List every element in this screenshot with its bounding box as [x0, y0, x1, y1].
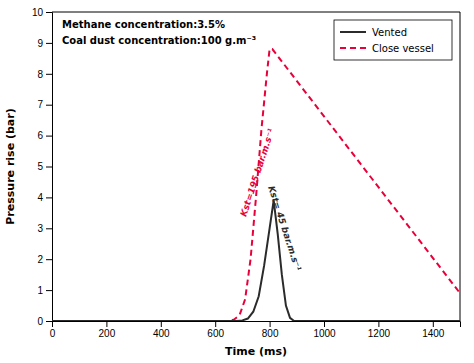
legend-swatch	[340, 47, 366, 49]
legend-label: Close vessel	[372, 43, 434, 54]
tick-label: 8	[37, 69, 43, 80]
title: Methane concentration:3.5%	[62, 19, 225, 30]
line	[52, 49, 460, 321]
x-axis-title: Time (ms)	[225, 345, 287, 358]
tick-label: 200	[99, 328, 116, 339]
plot: 0 200 400 600 800 1000 1200 1400 0 1 2 3 4 5 6 7 8 9 10 Met…	[32, 7, 461, 339]
tick-mark	[161, 321, 162, 327]
legend: Vented Close vessel	[334, 20, 452, 60]
tick-label: 10	[32, 7, 44, 18]
tick: 9	[37, 38, 52, 49]
tick-label: 1	[37, 285, 43, 296]
tick-label: 2	[37, 254, 43, 265]
subtitle: Coal dust concentration:100 g.m⁻³	[62, 35, 256, 46]
y-axis: 0 1 2 3 4 5 6 7 8 9 10	[32, 7, 53, 327]
tick-mark	[378, 321, 379, 327]
tick-mark	[46, 12, 52, 13]
tick-mark	[46, 228, 52, 229]
tick-label: 800	[262, 328, 279, 339]
tick-mark	[106, 321, 107, 327]
tick-mark	[46, 105, 52, 106]
tick: 6	[37, 130, 52, 141]
tick: 1400	[422, 321, 445, 339]
frame	[460, 12, 461, 321]
annotation: Kst= 45 bar.m.s⁻¹	[266, 184, 303, 272]
lines	[52, 49, 460, 321]
line	[52, 200, 460, 321]
tick-label: 4	[37, 192, 43, 203]
tick: 400	[153, 321, 170, 339]
axis-line	[53, 322, 461, 328]
tick-mark	[46, 74, 52, 75]
tick-label: 0	[50, 328, 56, 339]
tick-label: 7	[37, 99, 43, 110]
legend-label: Vented	[372, 27, 407, 38]
chart: 0 200 400 600 800 1000 1200 1400 0 1 2 3 4 5 6 7 8 9 10 Met…	[0, 0, 474, 363]
tick-label: 400	[153, 328, 170, 339]
tick-label: 1400	[422, 328, 445, 339]
tick-mark	[46, 259, 52, 260]
tick: 10	[32, 7, 52, 18]
y-axis-title: Pressure rise (bar)	[4, 108, 17, 224]
tick-mark	[215, 321, 216, 327]
legend-frame	[334, 20, 452, 60]
tick-label: 3	[37, 223, 43, 234]
tick-mark	[433, 321, 434, 327]
tick-mark	[46, 197, 52, 198]
tick-label: 9	[37, 38, 43, 49]
tick: 0	[37, 316, 52, 327]
tick-label: 5	[37, 161, 43, 172]
tick-mark	[324, 321, 325, 327]
frame	[52, 12, 460, 13]
legend-swatch	[340, 31, 366, 33]
tick: 7	[37, 99, 52, 110]
tick: 200	[99, 321, 116, 339]
tick: 600	[207, 321, 224, 339]
tick: 8	[37, 69, 52, 80]
tick: 1000	[313, 321, 336, 339]
axis-line	[46, 13, 53, 322]
tick: 0	[50, 321, 56, 339]
tick: 1200	[368, 321, 391, 339]
tick-label: 1200	[368, 328, 391, 339]
x-axis: 0 200 400 600 800 1000 1200 1400	[50, 321, 461, 339]
tick: 4	[37, 192, 52, 203]
annotation: Kst=195 bar.m.s⁻¹	[238, 127, 276, 218]
tick-mark	[270, 321, 271, 327]
tick-mark	[46, 136, 52, 137]
tick: 1	[37, 285, 52, 296]
tick-mark	[46, 167, 52, 168]
tick: 3	[37, 223, 52, 234]
tick-label: 1000	[313, 328, 336, 339]
tick-mark	[46, 290, 52, 291]
tick: 800	[262, 321, 279, 339]
tick-label: 6	[37, 130, 43, 141]
tick: 5	[37, 161, 52, 172]
tick-mark	[46, 43, 52, 44]
tick-label: 600	[207, 328, 224, 339]
tick-mark	[46, 321, 52, 322]
tick: 2	[37, 254, 52, 265]
tick-label: 0	[37, 316, 43, 327]
